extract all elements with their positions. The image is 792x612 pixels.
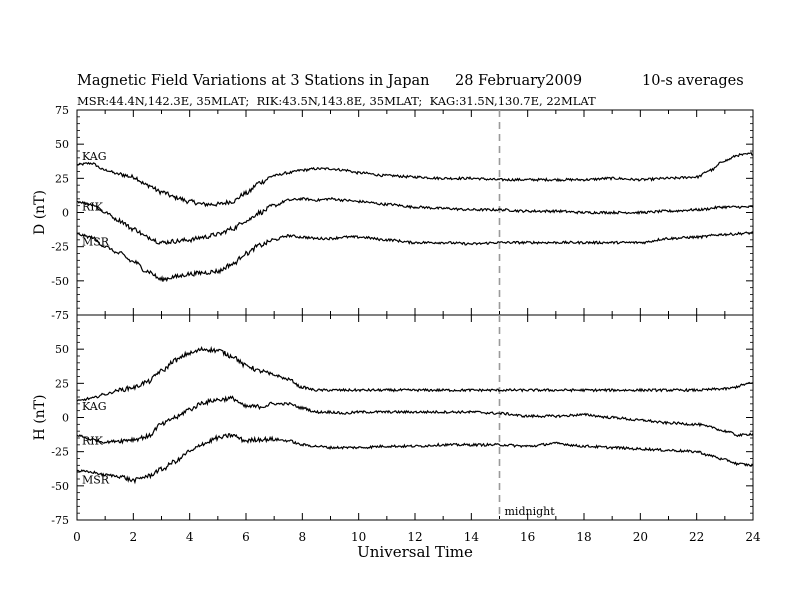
- y-tick-label: 0: [62, 207, 69, 220]
- y-tick-label: -25: [51, 241, 69, 254]
- chart-stations-line: MSR:44.4N,142.3E, 35MLAT; RIK:43.5N,143.…: [77, 94, 596, 108]
- midnight-label: midnight: [505, 505, 556, 518]
- x-tick-label: 16: [520, 530, 535, 544]
- x-axis-label: Universal Time: [357, 543, 473, 561]
- panel-frame-D: [76, 109, 754, 316]
- x-tick-label: 4: [186, 530, 194, 544]
- chart-averaging: 10-s averages: [642, 73, 744, 89]
- y-tick-label: 25: [55, 377, 69, 390]
- series-line-H-KAG: [76, 345, 754, 402]
- y-tick-label: 75: [55, 104, 69, 117]
- panel-frame-H: [76, 314, 754, 521]
- series-label-H-MSR: MSR: [82, 473, 110, 486]
- series-label-H-RIK: RIK: [82, 435, 104, 448]
- y-tick-label: -75: [51, 514, 69, 527]
- y-tick-label: 50: [55, 138, 69, 151]
- y-tick-label: 50: [55, 343, 69, 356]
- x-tick-label: 6: [242, 530, 250, 544]
- y-tick-label: -25: [51, 446, 69, 459]
- x-tick-label: 2: [130, 530, 138, 544]
- y-tick-label: 0: [62, 412, 69, 425]
- y-tick-label: -50: [51, 275, 69, 288]
- x-tick-label: 8: [299, 530, 307, 544]
- x-tick-label: 18: [576, 530, 591, 544]
- series-line-H-RIK: [76, 395, 754, 445]
- x-tick-label: 24: [745, 530, 761, 544]
- y-tick-label: -75: [51, 309, 69, 322]
- series-label-D-KAG: KAG: [82, 150, 107, 163]
- x-tick-label: 10: [351, 530, 366, 544]
- y-tick-label: -50: [51, 480, 69, 493]
- series-line-D-KAG: [76, 152, 753, 208]
- y-axis-label: H (nT): [32, 395, 48, 441]
- series-label-D-MSR: MSR: [82, 235, 110, 248]
- y-axis-label: D (nT): [32, 190, 48, 235]
- x-tick-label: 0: [73, 530, 81, 544]
- x-tick-label: 22: [689, 530, 704, 544]
- x-tick-label: 12: [407, 530, 422, 544]
- x-tick-label: 20: [633, 530, 648, 544]
- chart-date: 28 February2009: [455, 73, 583, 89]
- chart-title: Magnetic Field Variations at 3 Stations …: [77, 73, 430, 89]
- series-line-D-RIK: [77, 196, 754, 245]
- y-tick-label: 25: [55, 172, 69, 185]
- x-tick-label: 14: [464, 530, 480, 544]
- series-line-D-MSR: [76, 231, 754, 283]
- series-label-H-KAG: KAG: [82, 400, 107, 413]
- series-label-D-RIK: RIK: [82, 201, 104, 214]
- series-line-H-MSR: [76, 433, 754, 485]
